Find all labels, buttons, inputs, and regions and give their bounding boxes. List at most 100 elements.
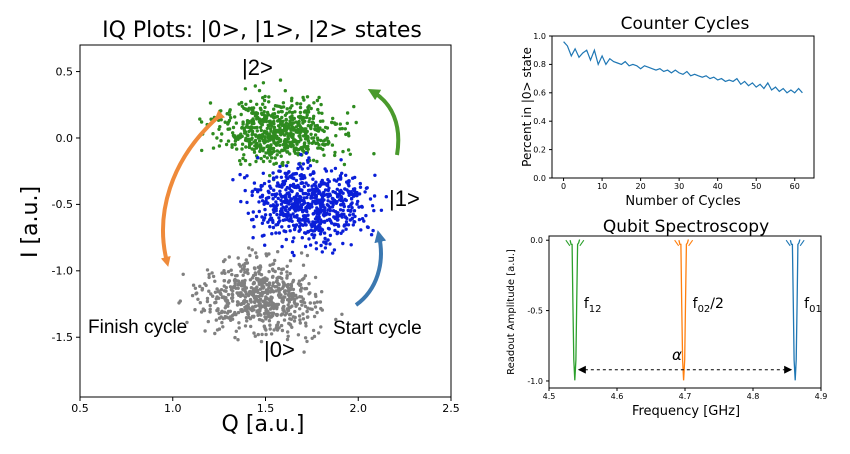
iq-point [312, 187, 317, 192]
iq-point [272, 188, 276, 192]
iq-point [339, 190, 344, 194]
iq-point [347, 205, 351, 209]
iq-point [293, 309, 297, 314]
iq-point [254, 159, 258, 164]
iq-point [340, 126, 344, 131]
iq-point [285, 285, 290, 289]
iq-point [290, 250, 295, 255]
iq-point [300, 188, 304, 192]
iq-point [308, 173, 313, 177]
iq-point [282, 213, 286, 218]
iq-point [307, 156, 311, 160]
iq-point [222, 310, 227, 314]
iq-point [191, 283, 196, 287]
iq-point [286, 218, 290, 222]
iq-point [343, 187, 347, 191]
iq-point [309, 196, 313, 200]
iq-point [230, 296, 234, 300]
iq-point [253, 267, 257, 271]
iq-point [298, 318, 302, 322]
iq-point [220, 271, 224, 275]
iq-point [230, 293, 235, 297]
iq-yticks: 0.5 0.0 -0.5 -1.0 -1.5 [52, 65, 80, 344]
iq-point [335, 187, 339, 191]
iq-point [266, 201, 270, 205]
iq-point [255, 111, 260, 116]
iq-point [233, 310, 237, 315]
iq-point [336, 218, 340, 222]
iq-point [194, 292, 198, 296]
iq-point [239, 112, 243, 117]
qs-dip-labels: f12 f02/2 f01 [584, 296, 822, 315]
iq-point [334, 201, 338, 205]
iq-point [329, 200, 333, 204]
iq-point [303, 119, 307, 123]
iq-point [317, 198, 322, 202]
iq-point [318, 203, 323, 208]
iq-point [299, 251, 304, 255]
iq-point [277, 136, 281, 141]
iq-point [364, 186, 369, 190]
iq-point [326, 192, 331, 196]
iq-point [276, 250, 280, 254]
iq-point [268, 145, 273, 149]
iq-point [298, 110, 303, 115]
iq-point [308, 117, 312, 121]
iq-point [268, 323, 272, 327]
iq-point [213, 279, 217, 283]
iq-point [296, 153, 300, 157]
iq-point [257, 139, 262, 143]
iq-point [308, 188, 312, 192]
iq-point [297, 208, 301, 212]
iq-point [280, 244, 284, 249]
iq-point [302, 276, 306, 280]
iq-point [300, 198, 304, 203]
iq-point [313, 275, 318, 280]
iq-point [250, 125, 255, 130]
iq-point [372, 152, 376, 156]
iq-point [273, 269, 277, 274]
iq-point [356, 199, 360, 204]
iq-point [325, 203, 329, 207]
start-cycle-label: Start cycle [333, 318, 422, 339]
iq-point [345, 111, 350, 115]
iq-point [269, 332, 274, 336]
iq-point [280, 267, 284, 272]
iq-point [338, 177, 343, 181]
iq-point [346, 131, 351, 135]
iq-point [338, 213, 342, 218]
iq-point [258, 312, 262, 317]
iq-point [315, 225, 319, 229]
iq-point [328, 233, 333, 238]
iq-point [227, 316, 231, 320]
dip-fan [688, 239, 694, 247]
iq-point [334, 134, 338, 138]
iq-point [297, 200, 302, 204]
iq-point [231, 131, 235, 135]
iq-point [283, 289, 288, 293]
iq-point [344, 223, 348, 227]
iq-point [244, 292, 249, 296]
qs-title: Qubit Spectroscopy [603, 217, 769, 237]
iq-point [312, 314, 317, 319]
iq-point [297, 314, 302, 318]
iq-point [291, 182, 296, 186]
iq-point [207, 289, 211, 293]
x-tick-label: 4.9 [815, 392, 828, 401]
iq-point [257, 272, 262, 276]
iq-point [276, 196, 280, 201]
iq-point [311, 328, 316, 333]
iq-point [281, 101, 286, 105]
iq-point [345, 121, 349, 126]
iq-point [299, 152, 303, 157]
iq-point [263, 276, 267, 280]
iq-point [264, 295, 268, 300]
iq-point [240, 142, 245, 146]
iq-point [352, 220, 356, 224]
iq-point [314, 201, 318, 206]
iq-point [297, 134, 301, 138]
iq-point [270, 275, 275, 279]
iq-point [269, 295, 273, 299]
iq-point [273, 285, 277, 289]
iq-point [297, 229, 301, 233]
